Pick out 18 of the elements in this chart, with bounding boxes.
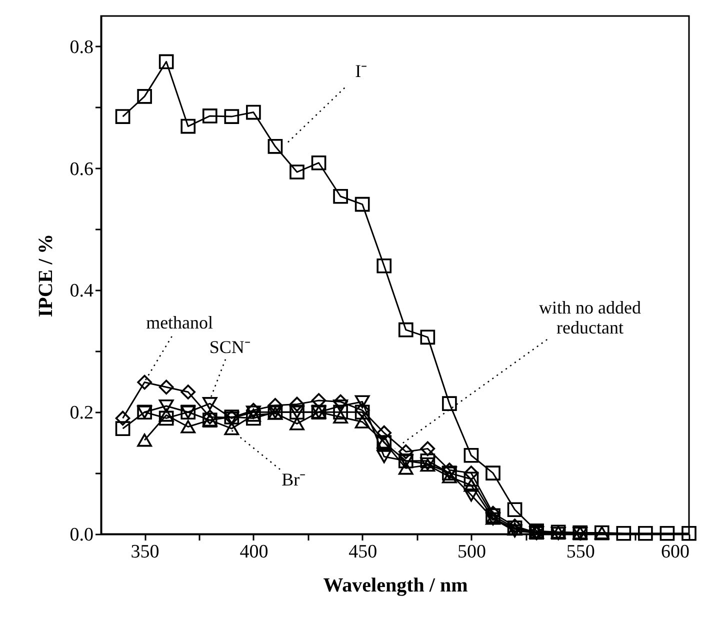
y-tick-label: 0.6	[70, 158, 94, 180]
annotation: with no added reductant	[539, 298, 641, 338]
y-axis-title: IPCE / %	[34, 234, 57, 318]
x-tick-label: 450	[348, 542, 378, 562]
annotation: methanol	[146, 312, 214, 333]
x-axis-title: Wavelength / nm	[323, 574, 468, 596]
y-tick-label: 0.8	[70, 36, 94, 58]
x-tick-label: 400	[240, 542, 268, 562]
x-tick-label: 600	[661, 542, 690, 562]
x-tick-label: 500	[457, 542, 486, 562]
annotation: SCN⁻	[209, 336, 250, 357]
y-tick-label: 0.4	[70, 280, 94, 302]
annotation: Br⁻	[282, 469, 306, 490]
y-tick-label: 0.0	[70, 524, 94, 546]
x-tick-label: 550	[566, 542, 595, 562]
x-tick-label: 350	[130, 542, 160, 562]
y-tick-label: 0.2	[70, 402, 94, 424]
annotation: I⁻	[355, 60, 368, 81]
